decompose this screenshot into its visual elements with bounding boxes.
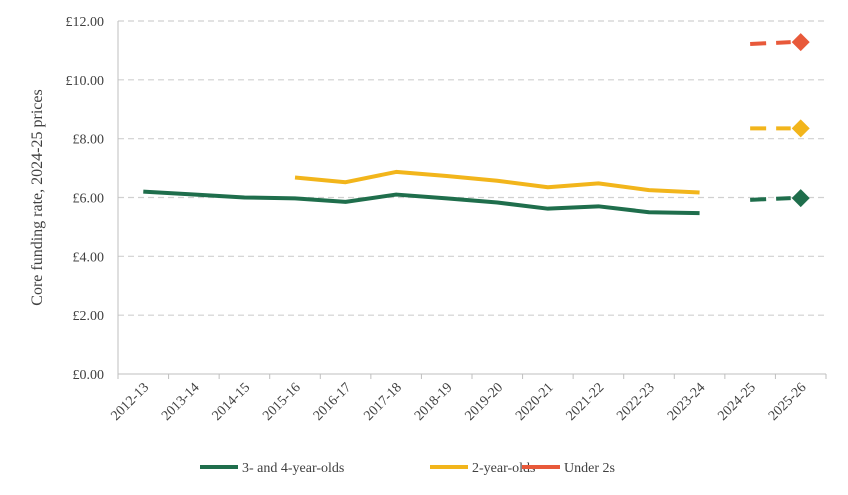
y-tick-label: £0.00 [73, 368, 105, 383]
projection-marker [791, 33, 810, 52]
x-tick-label: 2025-26 [766, 380, 810, 424]
x-tick-label: 2019-20 [463, 380, 507, 424]
legend-label: 3- and 4-year-olds [242, 461, 344, 476]
y-axis-ticks: £0.00 £2.00 £4.00 £6.00 £8.00 £10.00 £12.00 [66, 15, 105, 383]
x-tick-label: 2020-21 [513, 380, 557, 424]
legend-label: Under 2s [564, 461, 615, 476]
y-tick-label: £2.00 [73, 309, 105, 324]
y-axis-title: Core funding rate, 2024-25 prices [29, 89, 46, 305]
projection-marker [791, 189, 810, 208]
x-tick-label: 2022-23 [614, 380, 658, 424]
x-tick-label: 2024-25 [715, 380, 759, 424]
y-tick-label: £4.00 [73, 250, 105, 265]
legend-item: Under 2s [522, 461, 615, 476]
grid-lines [118, 20, 826, 316]
legend-label: 2-year-olds [472, 461, 535, 476]
x-tick-label: 2016-17 [311, 380, 355, 424]
x-tick-label: 2013-14 [159, 380, 203, 424]
legend-item: 3- and 4-year-olds [200, 461, 344, 476]
y-tick-label: £6.00 [73, 192, 105, 207]
series-group [143, 33, 810, 216]
projection-line [750, 40, 791, 46]
y-tick-label: £10.00 [66, 74, 105, 89]
legend: 3- and 4-year-olds 2-year-olds Under 2s [200, 461, 615, 476]
projection-line [750, 196, 791, 202]
x-axis-ticks: 2012-13 2013-14 2014-15 2015-16 2016-17 2017-… [109, 374, 827, 424]
legend-item: 2-year-olds [430, 461, 535, 476]
x-tick-label: 2021-22 [564, 380, 608, 424]
x-tick-label: 2023-24 [665, 380, 709, 424]
y-tick-label: £8.00 [73, 133, 105, 148]
x-tick-label: 2014-15 [210, 380, 254, 424]
x-tick-label: 2018-19 [412, 380, 456, 424]
x-tick-label: 2015-16 [260, 380, 304, 424]
x-tick-label: 2017-18 [361, 380, 405, 424]
series-line [143, 189, 700, 216]
series-line [294, 169, 700, 195]
projection-marker [791, 119, 810, 138]
x-tick-label: 2012-13 [109, 380, 153, 424]
y-tick-label: £12.00 [66, 15, 105, 30]
